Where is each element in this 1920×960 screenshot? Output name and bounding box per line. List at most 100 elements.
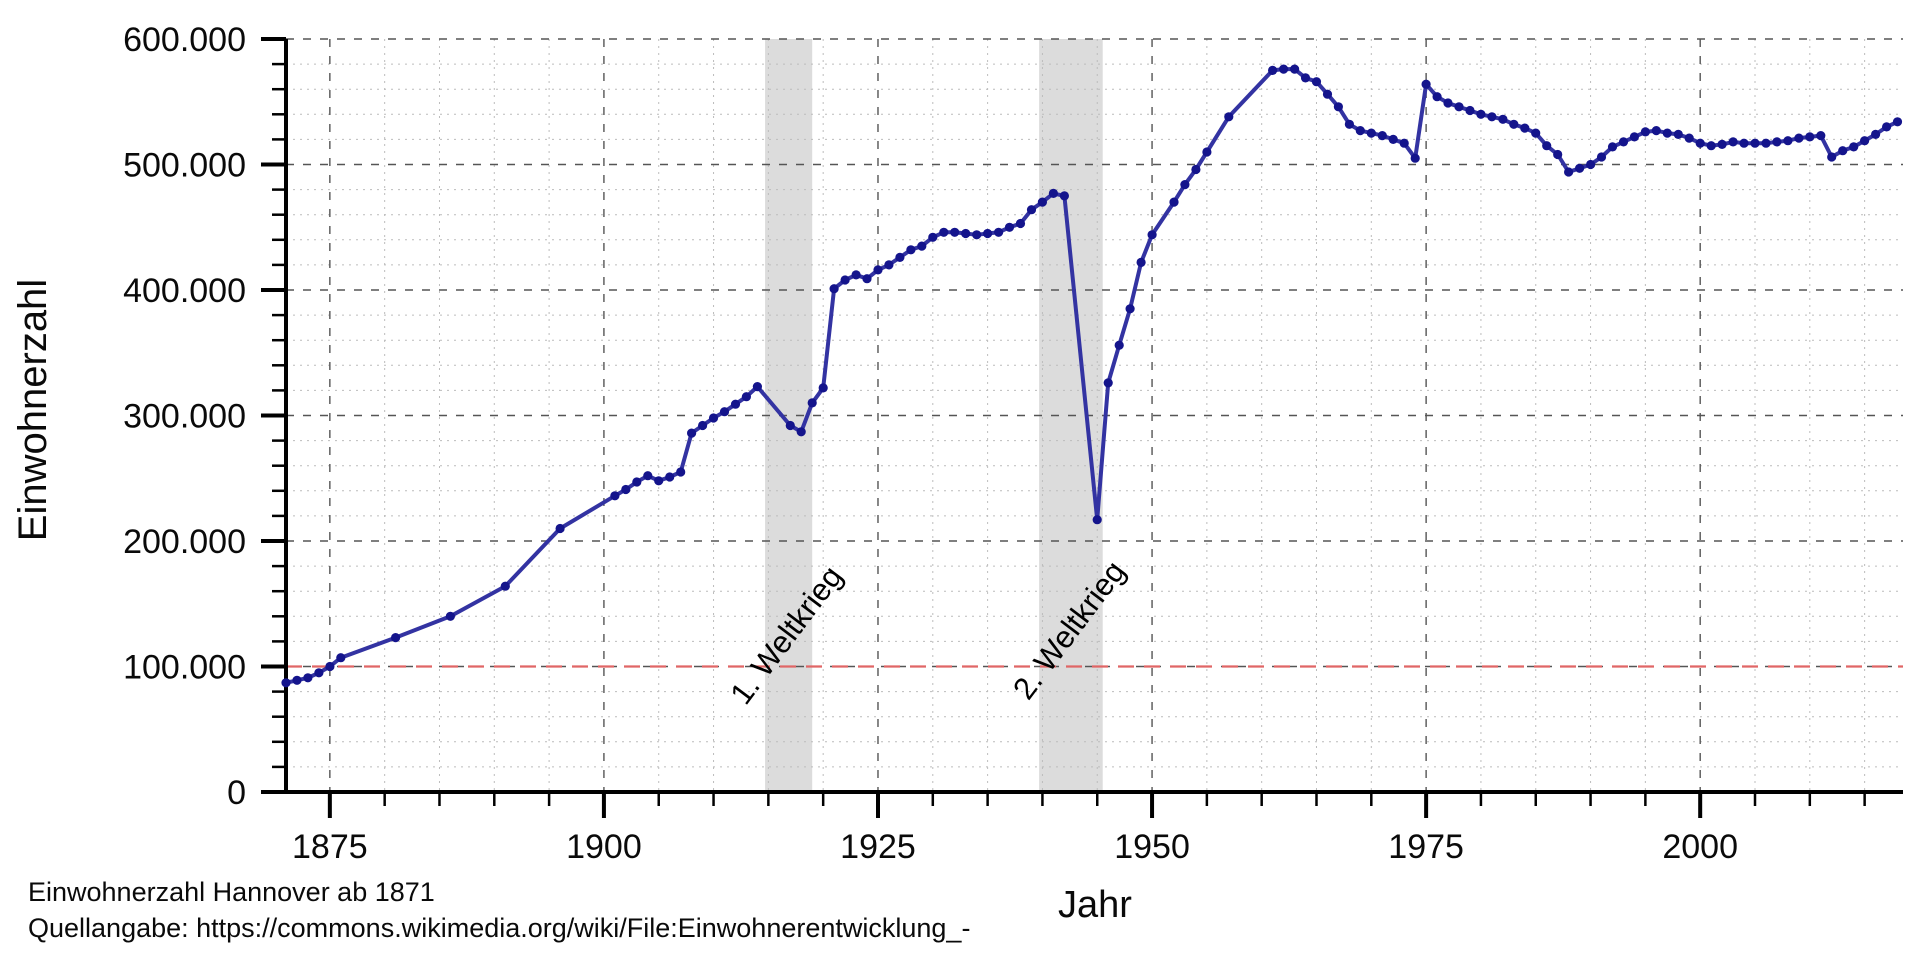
data-point	[906, 245, 916, 255]
data-point	[500, 581, 510, 591]
data-point	[1520, 123, 1530, 133]
data-point	[654, 476, 664, 486]
y-tick-label: 600.000	[123, 21, 246, 59]
data-point	[1761, 138, 1771, 148]
data-point	[1410, 153, 1420, 163]
data-point	[687, 428, 697, 438]
y-tick-label: 300.000	[123, 398, 246, 436]
data-point	[555, 523, 565, 534]
data-point	[1399, 138, 1409, 148]
data-point	[1092, 515, 1102, 525]
data-point	[796, 427, 806, 437]
data-point	[314, 668, 324, 678]
data-point	[1575, 163, 1585, 173]
data-point	[972, 230, 982, 240]
data-point	[1871, 129, 1881, 139]
tick-labels-layer: 0 100.000 200.000 300.000 400.000 500.000 600.…	[123, 21, 1738, 866]
data-point	[1706, 141, 1716, 151]
data-point	[884, 260, 894, 270]
data-point	[807, 398, 817, 408]
data-point	[1421, 79, 1431, 89]
x-tick-label: 1925	[840, 828, 916, 866]
data-point	[292, 675, 302, 685]
y-tick-label: 0	[227, 774, 246, 812]
data-point	[391, 633, 401, 643]
data-point	[1279, 64, 1289, 74]
data-point	[325, 661, 335, 672]
data-point	[829, 284, 839, 294]
data-point	[1629, 132, 1639, 142]
data-point	[818, 383, 828, 393]
data-point	[1048, 188, 1058, 198]
data-point	[1640, 127, 1650, 137]
data-point	[1750, 138, 1760, 148]
data-point	[643, 471, 653, 481]
data-point	[1224, 112, 1234, 122]
data-point	[621, 484, 631, 495]
data-point	[1004, 222, 1015, 232]
data-point	[719, 407, 730, 417]
data-point	[840, 275, 850, 285]
data-point	[1366, 128, 1376, 138]
data-point	[1509, 119, 1519, 129]
data-point	[676, 467, 686, 477]
data-point	[895, 252, 905, 262]
data-point	[1114, 340, 1124, 350]
data-point	[1268, 65, 1278, 75]
data-point	[1169, 197, 1179, 207]
x-tick-label: 1950	[1114, 828, 1190, 866]
data-point	[1487, 112, 1497, 122]
y-tick-label: 200.000	[123, 523, 246, 561]
x-axis-label: Jahr	[1058, 884, 1132, 926]
data-point	[1443, 98, 1453, 108]
x-tick-label: 1975	[1388, 828, 1464, 866]
data-point	[1684, 133, 1694, 143]
data-point	[698, 420, 708, 431]
data-point	[928, 232, 938, 242]
data-point	[1180, 180, 1190, 190]
data-point	[1531, 128, 1541, 138]
data-point	[730, 399, 741, 409]
data-point	[281, 678, 291, 688]
data-point	[862, 274, 872, 284]
axes-layer	[261, 37, 1903, 818]
x-tick-label: 2000	[1662, 828, 1738, 866]
y-tick-label: 100.000	[123, 649, 246, 687]
data-point	[1553, 149, 1563, 160]
data-point	[445, 611, 455, 621]
data-point	[1322, 89, 1333, 99]
data-point	[1147, 230, 1157, 240]
caption-source: Quellangabe: https://commons.wikimedia.o…	[28, 913, 970, 943]
data-point	[1542, 141, 1552, 151]
data-point	[752, 382, 763, 392]
data-point	[1607, 142, 1618, 152]
data-point	[1564, 167, 1574, 177]
data-point	[939, 227, 949, 237]
y-axis-label: Einwohnerzahl	[11, 279, 55, 541]
data-point	[1772, 137, 1782, 147]
data-point	[336, 653, 346, 663]
data-point	[1849, 142, 1859, 152]
data-point	[1882, 122, 1892, 132]
x-tick-label: 1900	[566, 828, 642, 866]
data-point	[1838, 146, 1848, 156]
data-point	[851, 270, 861, 280]
y-tick-label: 500.000	[123, 147, 246, 185]
data-point	[1728, 137, 1738, 147]
y-tick-label: 400.000	[123, 272, 246, 310]
major-grid-layer	[286, 38, 1903, 792]
data-point	[1454, 102, 1464, 112]
data-point	[1311, 77, 1322, 87]
data-point	[1739, 138, 1749, 148]
data-point	[873, 265, 883, 275]
data-point	[1344, 119, 1354, 129]
data-point	[1695, 138, 1705, 148]
data-point	[1892, 117, 1903, 127]
data-point	[961, 228, 971, 239]
data-point	[1026, 205, 1037, 215]
data-point	[994, 227, 1004, 237]
data-point	[983, 228, 993, 239]
data-point	[610, 491, 620, 501]
data-point	[1125, 304, 1135, 314]
